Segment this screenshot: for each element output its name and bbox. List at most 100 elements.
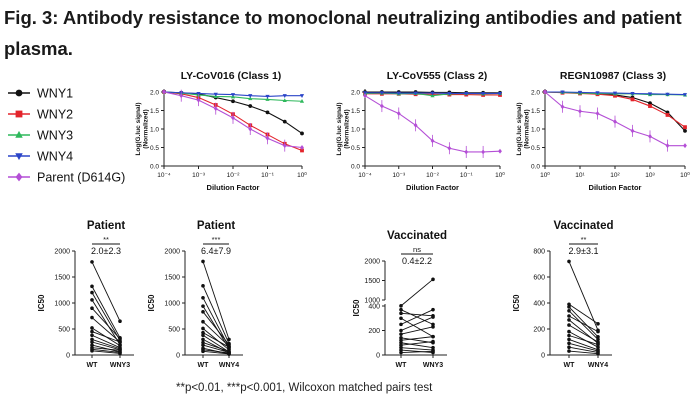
data-point [201,319,205,324]
data-point [90,326,94,330]
y-axis-label: IC50 [352,299,361,316]
paired-sample [90,290,122,343]
data-point [299,94,305,98]
data-point [413,122,418,128]
pair-line [400,349,434,353]
x-tick-label: 10⁻² [426,172,440,179]
data-point [481,149,486,155]
x-tick-label: 10⁻³ [392,172,406,179]
data-point [447,145,452,151]
y-axis-label-line: Log(G.luc signal) [516,102,523,155]
data-point [118,337,122,341]
paired-sample [567,323,600,344]
series-parent-d614g- [162,89,304,152]
data-point [231,115,235,121]
paired-sample [399,307,435,327]
legend-label: Parent (D614G) [37,171,125,185]
y-tick-label: 1500 [54,275,70,282]
y-tick-label: 0 [541,353,545,360]
data-point [379,103,384,109]
data-point [447,91,452,96]
chart-title: REGN10987 (Class 3) [560,70,666,82]
data-point [90,315,94,320]
data-point [683,125,687,130]
line-chart: REGN10987 (Class 3) 0.0 0.5 1.0 1.5 2.0 10⁰ 10¹… [516,70,690,192]
paired-sample [399,315,435,333]
data-point [431,315,435,319]
pair-line [202,261,230,340]
data-point [399,322,403,327]
data-point [90,306,94,311]
pair-line [91,348,121,353]
fold-change-label: 6.4±7.9 [201,246,231,256]
data-point [567,349,571,353]
pair-line [91,347,121,351]
paired-sample [567,349,600,356]
significance-label: ns [413,245,421,254]
data-point [567,259,571,264]
pair-line [400,336,434,341]
legend-marker [15,172,23,182]
y-tick-label: 1000 [54,301,70,308]
chart-title: Patient [87,220,126,232]
data-point [431,339,435,344]
chart-title: LY-CoV555 (Class 2) [387,70,488,82]
y-tick-label: 200 [533,327,545,334]
data-point [665,92,670,97]
chart-title: LY-CoV016 (Class 1) [181,70,282,82]
legend-entry: WNY3 [8,129,73,143]
pair-line [568,338,599,351]
data-point [265,97,270,101]
pair-line [202,311,230,345]
y-tick-label: 2.0 [351,90,360,97]
x-tick-label: WNY3 [110,362,130,369]
data-point [399,316,403,321]
fold-change-label: 2.0±2.3 [91,246,121,256]
y-tick-label: 0.0 [351,164,360,171]
data-point [265,110,270,115]
data-point [399,304,403,308]
pair-line [400,342,434,349]
data-point [431,334,435,339]
data-point [300,145,304,150]
y-tick-label: 600 [533,275,545,282]
data-point [118,340,122,344]
data-point [118,319,122,324]
data-point [299,98,305,103]
pair-line [568,331,599,348]
pair-line [568,324,599,343]
data-point [227,352,231,356]
data-point [498,148,502,154]
data-point [596,337,600,342]
x-tick-label: 10⁻⁴ [157,172,171,179]
legend-entry: WNY1 [8,87,73,101]
data-point [413,91,418,96]
data-point [399,350,403,355]
pair-line [202,342,230,352]
x-tick-label: 10⁰ [495,171,505,179]
data-point [248,96,253,101]
data-point [567,341,571,346]
data-point [90,260,94,264]
data-point [227,337,231,342]
pair-line [400,350,434,353]
pair-line [400,326,434,335]
pair-line [568,310,599,340]
data-point [567,309,571,313]
data-point [213,106,218,112]
x-tick-label: 10⁻⁴ [358,172,372,179]
y-tick-label: 2000 [364,259,380,266]
data-point [596,342,600,347]
y-tick-label: 1500 [364,278,380,285]
data-point [248,126,253,132]
pair-line [400,317,434,338]
x-tick-label: WNY4 [219,362,239,369]
pair-line [91,338,121,350]
data-point [630,97,635,102]
data-point [248,104,253,108]
y-axis-label: IC50 [37,294,46,311]
x-axis-label: Dilution Factor [406,183,459,192]
x-tick-label: 10⁰ [680,171,690,179]
